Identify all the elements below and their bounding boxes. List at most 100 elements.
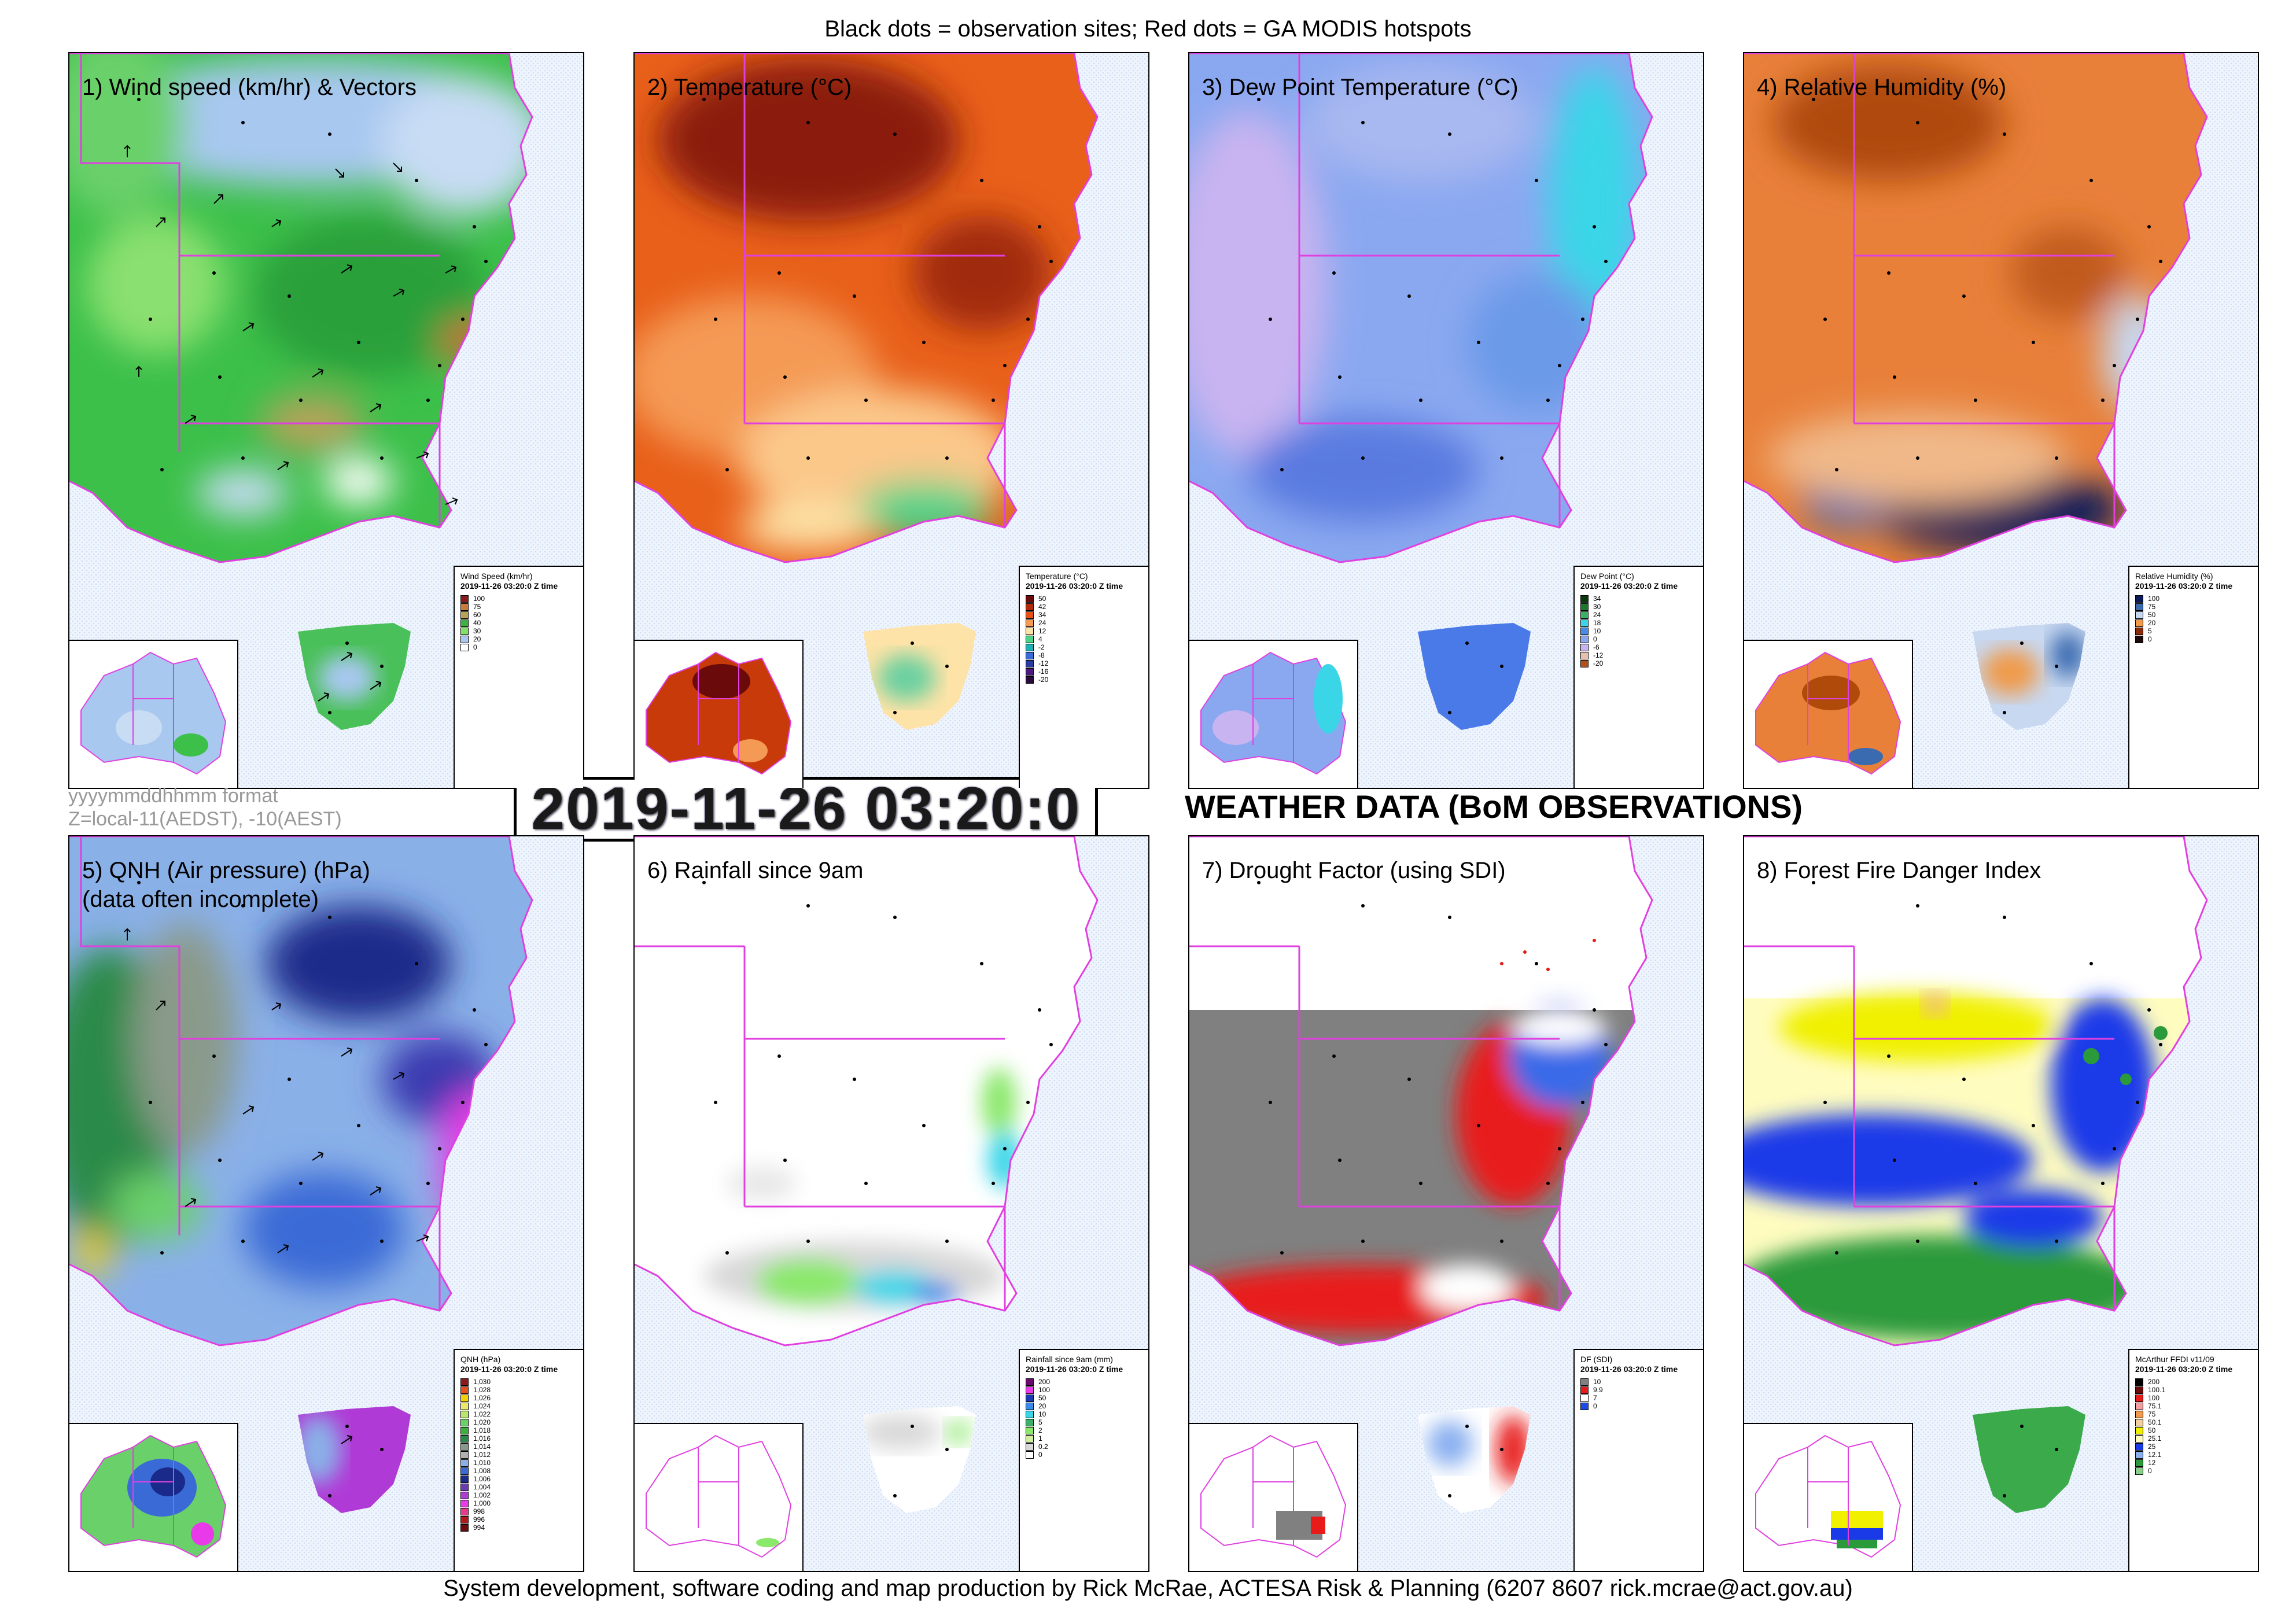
relative-humidity-panel: 4) Relative Humidity (%) Relative Humidi…	[1743, 52, 2259, 789]
wind-speed-panel: 1) Wind speed (km/hr) & Vectors Wind Spe…	[68, 52, 584, 789]
legend-entry: 18	[1580, 619, 1698, 627]
legend-label: 996	[473, 1515, 485, 1524]
australia-inset-map	[69, 640, 238, 788]
legend-swatch	[460, 627, 469, 635]
australia-inset-map	[635, 1423, 804, 1571]
legend-swatch	[1026, 643, 1034, 651]
legend-entry: 42	[1026, 603, 1144, 611]
legend-entry: 100.1	[2135, 1386, 2253, 1394]
legend-label: 10	[1593, 627, 1601, 635]
legend-entry: 0	[1580, 635, 1698, 643]
australia-inset-map	[1189, 1423, 1358, 1571]
legend-label: 1,024	[473, 1402, 491, 1410]
legend-entry: 100	[1026, 1386, 1144, 1394]
legend-label: 7	[1593, 1394, 1597, 1402]
legend-swatch	[460, 603, 469, 611]
legend-swatch	[2135, 1378, 2143, 1386]
legend-title: DF (SDI)	[1580, 1355, 1613, 1364]
legend-entry: -2	[1026, 643, 1144, 651]
legend-entry: 50	[1026, 1394, 1144, 1402]
legend-swatch	[2135, 1467, 2143, 1475]
legend-swatch	[460, 1483, 469, 1491]
legend-swatch	[1026, 1451, 1034, 1459]
header-note: Black dots = observation sites; Red dots…	[824, 16, 1472, 42]
legend-subtitle: 2019-11-26 03:20:0 Z time	[1580, 581, 1678, 591]
legend-label: 60	[473, 611, 481, 619]
legend-entry: 12.1	[2135, 1451, 2253, 1459]
legend-label: 12.1	[2148, 1451, 2162, 1459]
legend-swatch	[1026, 635, 1034, 643]
legend-swatch	[2135, 1426, 2143, 1434]
legend-label: -12	[1038, 659, 1049, 667]
legend-swatch	[460, 1418, 469, 1426]
legend-label: 1,026	[473, 1394, 491, 1402]
legend-entry: 200	[2135, 1378, 2253, 1386]
legend-label: 200	[1038, 1378, 1051, 1386]
australia-inset-map	[1744, 640, 1913, 788]
legend-swatch	[2135, 627, 2143, 635]
legend-swatch	[1026, 611, 1034, 619]
legend-swatch	[2135, 595, 2143, 603]
legend-entry: 75	[2135, 603, 2253, 611]
legend-label: 42	[1038, 603, 1046, 611]
legend-label: -2	[1038, 643, 1045, 651]
legend-label: 100.1	[2148, 1386, 2166, 1394]
legend-title: Rainfall since 9am (mm)	[1026, 1355, 1113, 1364]
legend-entry: 20	[460, 635, 578, 643]
legend-swatch	[460, 635, 469, 643]
legend-entry: 0	[460, 643, 578, 651]
legend-label: 12	[1038, 627, 1046, 635]
drought-factor-legend: DF (SDI) 2019-11-26 03:20:0 Z time 10 9.9…	[1573, 1349, 1703, 1571]
legend-entry: 0.2	[1026, 1443, 1144, 1451]
panel-title: 5) QNH (Air pressure) (hPa) (data often …	[82, 858, 370, 912]
legend-swatch	[1580, 643, 1589, 651]
legend-label: 5	[1038, 1418, 1042, 1426]
legend-label: 1,028	[473, 1386, 491, 1394]
legend-label: 0.2	[1038, 1443, 1048, 1451]
legend-label: 4	[1038, 635, 1042, 643]
legend-entry: 1,002	[460, 1491, 578, 1499]
legend-swatch	[1580, 627, 1589, 635]
rainfall-legend: Rainfall since 9am (mm) 2019-11-26 03:20…	[1019, 1349, 1148, 1571]
legend-entry: 34	[1580, 595, 1698, 603]
legend-swatch	[1026, 1418, 1034, 1426]
panel-title: 7) Drought Factor (using SDI)	[1202, 858, 1506, 883]
legend-entry: 12	[1026, 627, 1144, 635]
legend-swatch	[460, 1451, 469, 1459]
panel-title: 6) Rainfall since 9am	[647, 858, 864, 883]
legend-label: 1,020	[473, 1418, 491, 1426]
legend-label: 34	[1038, 611, 1046, 619]
legend-swatch	[2135, 611, 2143, 619]
legend-label: 30	[1593, 603, 1601, 611]
legend-entry: 40	[460, 619, 578, 627]
legend-entry: 5	[1026, 1418, 1144, 1426]
drought-factor-map	[1189, 836, 1703, 1571]
legend-swatch	[1026, 1426, 1034, 1434]
panel-title: 3) Dew Point Temperature (°C)	[1202, 75, 1519, 100]
legend-subtitle: 2019-11-26 03:20:0 Z time	[1026, 1364, 1123, 1374]
legend-label: 1,012	[473, 1451, 491, 1459]
legend-swatch	[460, 1467, 469, 1475]
legend-entry: 100	[460, 595, 578, 603]
legend-label: 50	[1038, 595, 1046, 603]
dew-point-legend: Dew Point (°C) 2019-11-26 03:20:0 Z time…	[1573, 566, 1703, 788]
legend-label: 75	[2148, 603, 2156, 611]
legend-entry: 998	[460, 1507, 578, 1515]
legend-label: 0	[1038, 1451, 1042, 1459]
legend-label: 0	[473, 643, 477, 651]
legend-swatch	[460, 1386, 469, 1394]
legend-label: 0	[1593, 635, 1597, 643]
legend-label: 10	[1593, 1378, 1601, 1386]
legend-entry: 50	[1026, 595, 1144, 603]
legend-swatch	[460, 1434, 469, 1443]
legend-entry: 1,008	[460, 1467, 578, 1475]
legend-swatch	[2135, 1443, 2143, 1451]
drought-factor-panel: 7) Drought Factor (using SDI) DF (SDI) 2…	[1188, 835, 1704, 1572]
legend-label: 1,014	[473, 1443, 491, 1451]
legend-label: -20	[1593, 659, 1604, 667]
legend-entry: 1,020	[460, 1418, 578, 1426]
legend-label: 25	[2148, 1443, 2156, 1451]
legend-swatch	[1580, 603, 1589, 611]
legend-entry: 4	[1026, 635, 1144, 643]
legend-swatch	[460, 1499, 469, 1507]
